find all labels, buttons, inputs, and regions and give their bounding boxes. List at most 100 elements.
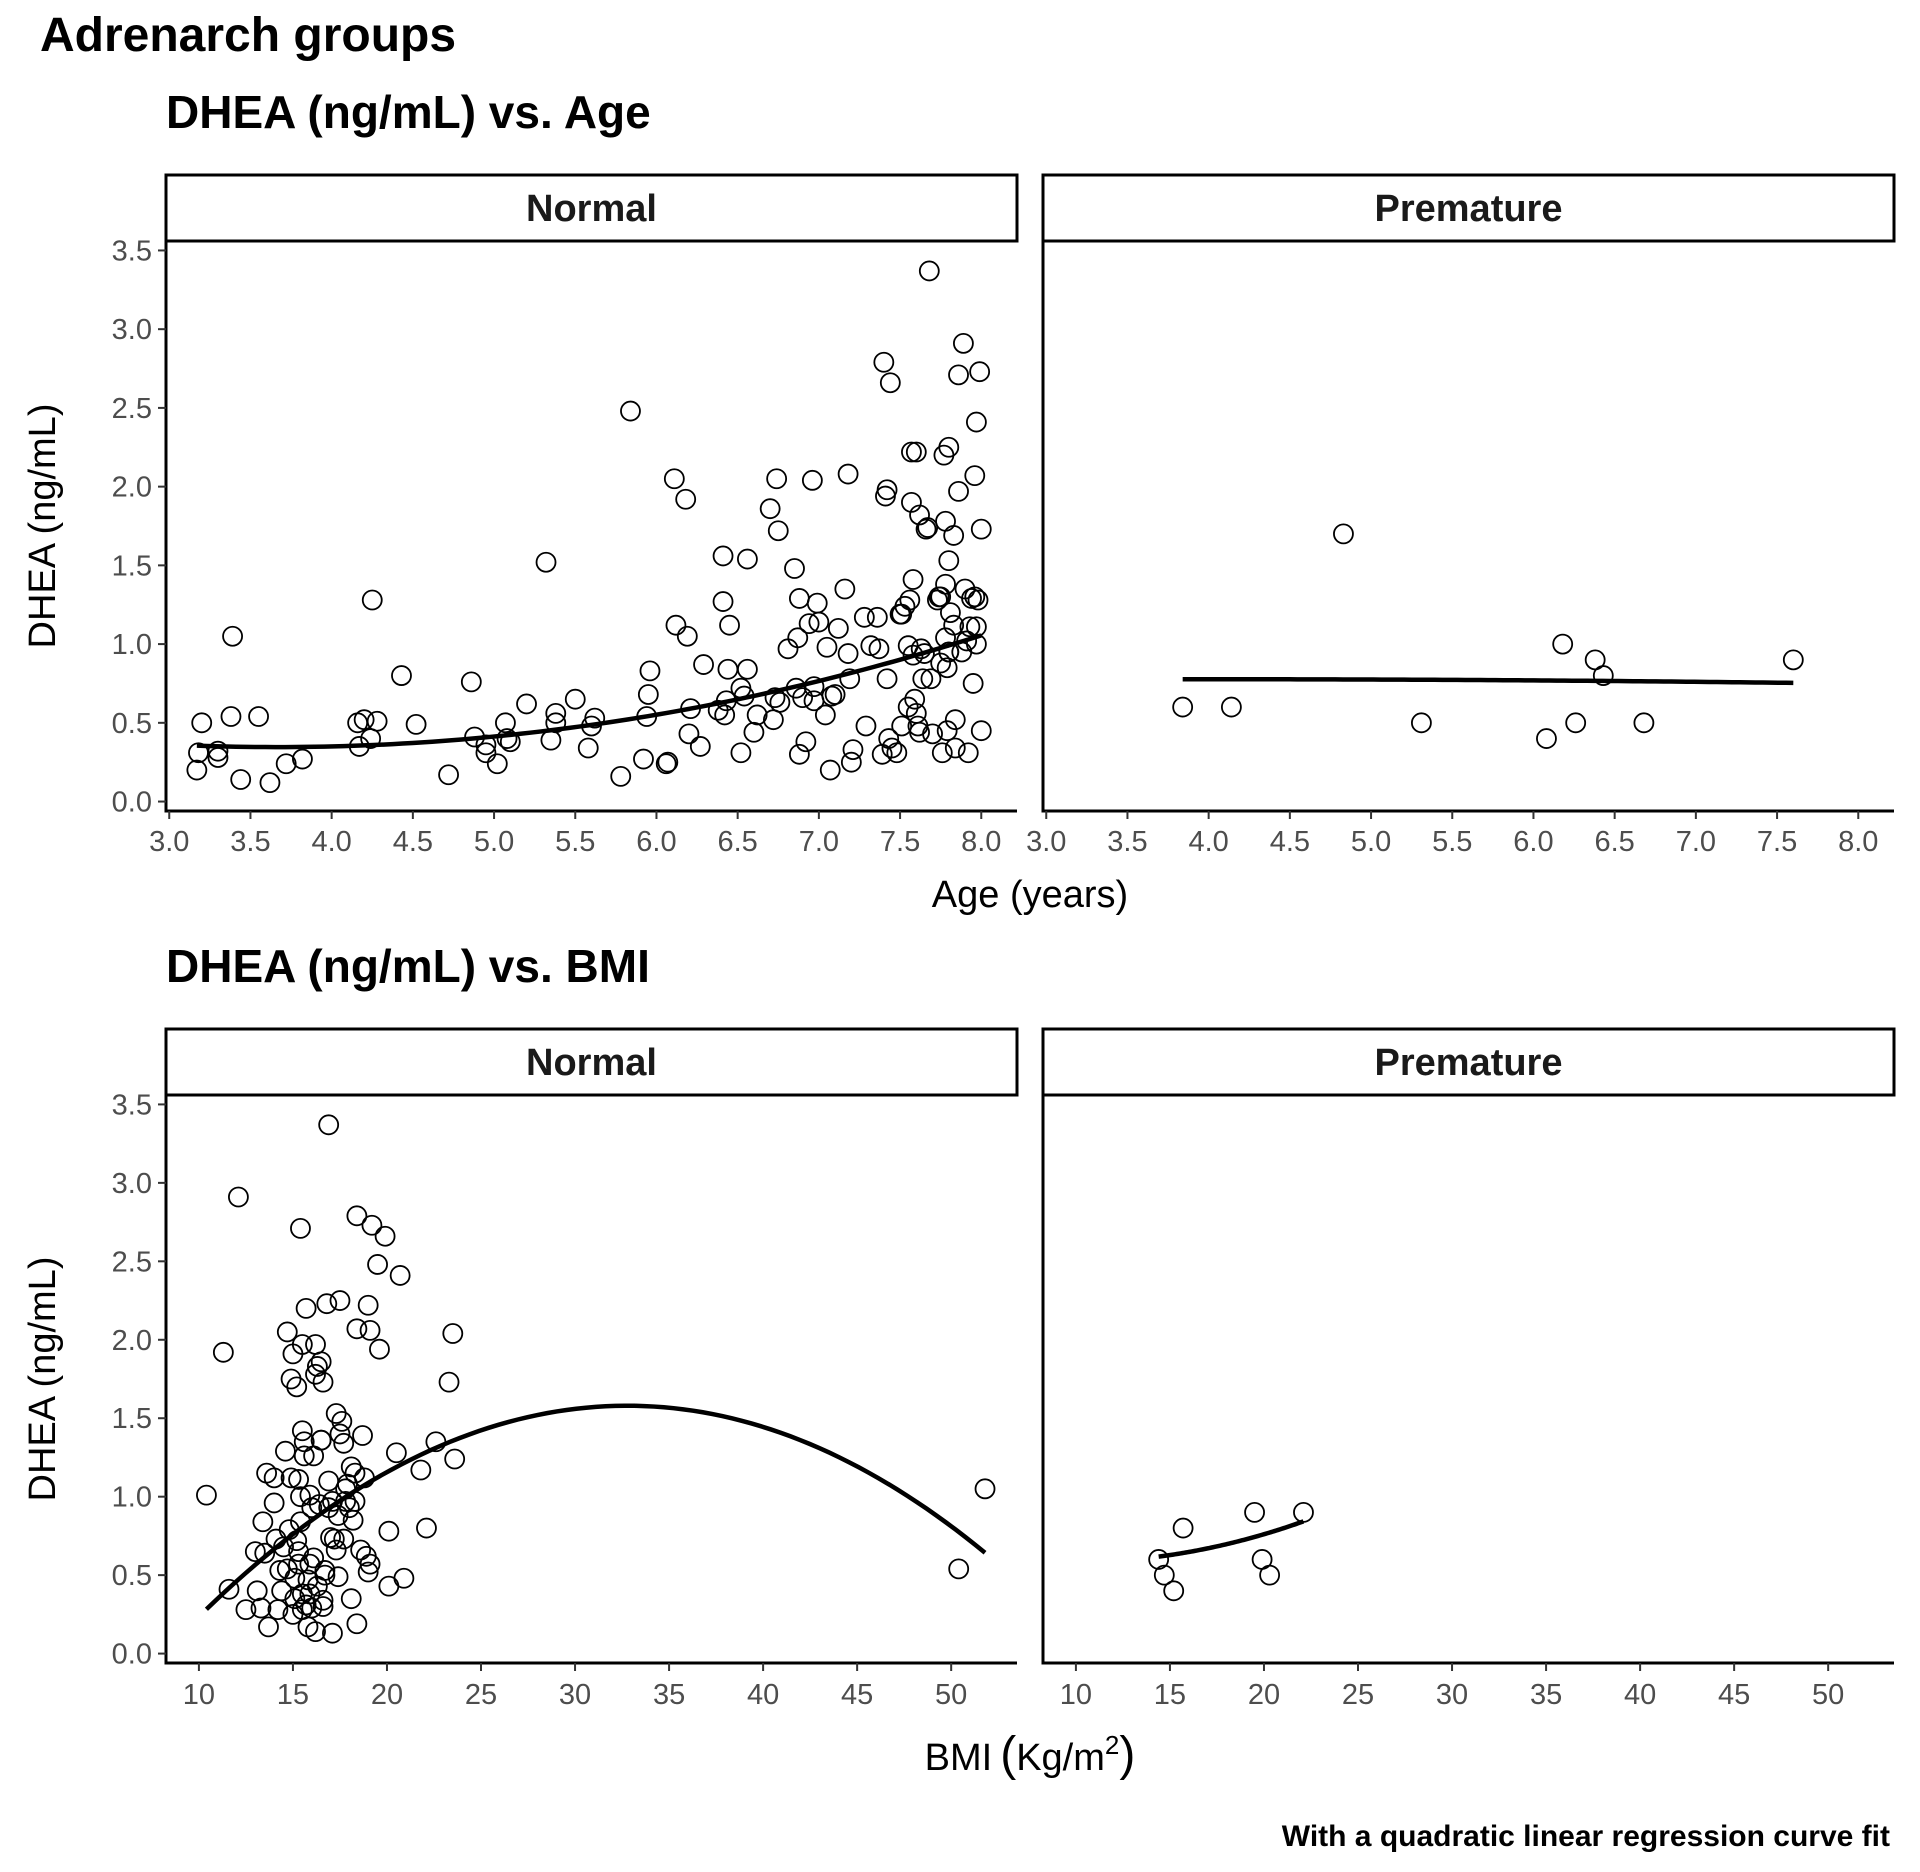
data-point: [676, 625, 698, 647]
x-tick-label: 7.5: [880, 826, 920, 858]
data-point: [333, 1528, 355, 1550]
data-point: [866, 606, 888, 628]
data-point: [584, 707, 606, 729]
data-point: [288, 1553, 309, 1575]
data-point: [936, 657, 958, 679]
data-point: [305, 1621, 326, 1643]
data-point: [391, 665, 412, 686]
data-point: [291, 1420, 313, 1442]
data-point: [1333, 523, 1354, 545]
data-point: [288, 1541, 309, 1562]
data-point: [962, 673, 984, 694]
y-tick-label: 0.5: [112, 708, 152, 740]
data-point: [678, 723, 700, 745]
data-point: [922, 723, 943, 745]
data-point: [930, 652, 952, 674]
data-point: [378, 1575, 400, 1597]
y-tick-label: 1.0: [112, 629, 152, 661]
data-point: [938, 550, 960, 572]
data-point: [196, 1484, 217, 1506]
data-point: [369, 1338, 390, 1360]
data-point: [442, 1323, 464, 1344]
data-point: [252, 1511, 274, 1533]
x-tick-label: 4.0: [1188, 826, 1228, 858]
x-tick-label: 6.0: [636, 826, 676, 858]
x-axis-label-paren-close: ): [1119, 1728, 1135, 1781]
x-tick-label: 40: [1624, 1679, 1656, 1711]
data-point: [535, 551, 557, 573]
data-point: [1148, 1549, 1170, 1570]
y-tick-label: 0.0: [112, 787, 152, 819]
data-point: [316, 1293, 338, 1315]
x-tick-label: 3.5: [230, 826, 270, 858]
data-points: [196, 1114, 996, 1644]
data-point: [246, 1580, 268, 1602]
data-point: [912, 668, 934, 690]
data-point: [879, 372, 901, 394]
data-point: [967, 589, 989, 611]
data-point: [657, 751, 679, 773]
x-tick-label: 5.0: [1351, 826, 1391, 858]
y-axis-label: DHEA (ng/mL): [22, 404, 64, 649]
data-point: [540, 729, 562, 751]
data-point: [936, 720, 958, 742]
data-point: [935, 510, 956, 532]
data-point: [340, 1456, 362, 1478]
data-point: [1172, 1517, 1194, 1539]
x-tick-label: 30: [559, 1679, 591, 1711]
data-point: [819, 759, 841, 781]
x-tick-label: 10: [183, 1679, 215, 1711]
data-point: [312, 1596, 334, 1617]
y-tick-label: 3.5: [112, 1089, 152, 1121]
data-point: [712, 591, 734, 612]
data-point: [717, 658, 739, 680]
x-tick-label: 7.0: [1676, 826, 1716, 858]
chart-title: DHEA (ng/mL) vs. BMI: [166, 940, 650, 992]
x-tick-label: 3.0: [149, 826, 189, 858]
data-points: [1172, 523, 1804, 749]
data-point: [545, 712, 567, 734]
data-point: [663, 468, 685, 490]
data-point: [350, 1539, 372, 1561]
data-point: [665, 614, 687, 636]
data-point: [764, 687, 786, 709]
data-point: [693, 654, 714, 675]
data-point: [795, 731, 817, 753]
y-tick-label: 2.0: [112, 1325, 152, 1357]
data-point: [1633, 712, 1655, 734]
data-point: [944, 709, 966, 731]
x-tick-label: 3.0: [1026, 826, 1066, 858]
data-point: [305, 1334, 326, 1355]
x-tick-label: 5.0: [474, 826, 514, 858]
data-point: [904, 688, 926, 710]
data-point: [894, 595, 916, 617]
data-point: [938, 641, 960, 663]
data-point: [303, 1547, 325, 1569]
data-point: [318, 1114, 340, 1136]
data-point: [824, 684, 846, 705]
x-tick-label: 35: [1530, 1679, 1562, 1711]
data-point: [1293, 1501, 1314, 1523]
data-point: [759, 498, 781, 520]
data-point: [675, 488, 697, 510]
data-point: [881, 737, 903, 759]
data-point: [798, 613, 820, 635]
data-point: [275, 1440, 296, 1462]
y-tick-label: 1.5: [112, 550, 152, 582]
panel-premature: Premature 10 15 20 25 30 35 40 45 50: [1041, 1027, 1896, 1711]
data-point: [378, 1520, 400, 1542]
data-point: [290, 1217, 311, 1239]
data-point: [902, 569, 924, 590]
data-point: [280, 1467, 302, 1489]
x-tick-label: 25: [1342, 1679, 1374, 1711]
data-point: [405, 713, 427, 735]
data-point: [259, 772, 281, 794]
data-point: [359, 1319, 381, 1341]
data-point: [837, 463, 859, 485]
data-point: [839, 668, 861, 690]
data-point: [837, 643, 859, 664]
data-point: [250, 1597, 272, 1619]
data-point: [367, 1254, 388, 1275]
x-tick-label: 20: [1248, 1679, 1280, 1711]
